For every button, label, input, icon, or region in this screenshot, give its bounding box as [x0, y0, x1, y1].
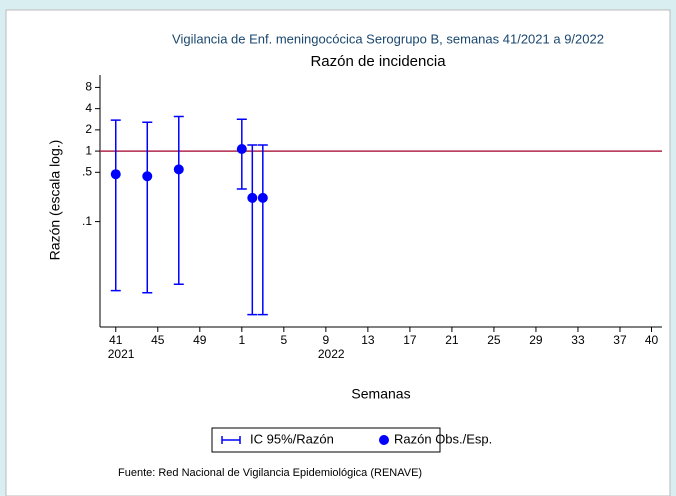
x-tick-label: 13 [361, 333, 375, 347]
x-tick-label: 49 [193, 333, 207, 347]
legend-symbol [221, 436, 241, 444]
x-tick-label: 9 [323, 333, 330, 347]
legend-symbol [379, 435, 389, 445]
x-axis-title: Semanas [351, 386, 410, 402]
y-axis-title: Razón (escala log.) [47, 140, 63, 261]
year-label: 2022 [318, 347, 345, 361]
data-point [257, 192, 268, 203]
x-tick-label: 17 [403, 333, 417, 347]
data-point [110, 169, 121, 180]
error-bar [236, 118, 247, 190]
x-tick-label: 37 [613, 333, 627, 347]
x-tick-label: 5 [280, 333, 287, 347]
error-bar [247, 144, 258, 316]
year-label: 2021 [108, 347, 135, 361]
x-tick-label: 29 [529, 333, 543, 347]
x-tick-label: 40 [645, 333, 659, 347]
y-tick-label: 2 [85, 122, 92, 136]
error-bar [110, 119, 121, 292]
y-tick-label: 1 [85, 143, 92, 157]
legend-box [211, 427, 441, 453]
legend-label: IC 95%/Razón [250, 431, 334, 446]
y-tick-label: .5 [82, 164, 92, 178]
chart-title: Vigilancia de Enf. meningocócica Serogru… [172, 31, 604, 46]
y-tick-label: 8 [85, 80, 92, 94]
source-note: Fuente: Red Nacional de Vigilancia Epide… [118, 467, 422, 479]
y-tick-label: 4 [85, 101, 92, 115]
legend-label: Razón Obs./Esp. [394, 431, 492, 446]
x-tick-label: 45 [151, 333, 165, 347]
error-bar [173, 115, 184, 286]
x-tick-label: 25 [487, 333, 501, 347]
chart-subtitle: Razón de incidencia [310, 53, 446, 70]
x-tick-label: 21 [445, 333, 459, 347]
data-point [236, 144, 247, 155]
error-bar [257, 144, 268, 316]
y-tick-label: .1 [82, 214, 92, 228]
x-tick-label: 33 [571, 333, 585, 347]
chart-background [5, 9, 671, 496]
data-point [247, 192, 258, 203]
data-point [142, 171, 153, 182]
data-point [173, 164, 184, 175]
error-bar [142, 121, 153, 294]
x-tick-label: 1 [238, 333, 245, 347]
x-tick-label: 41 [109, 333, 123, 347]
